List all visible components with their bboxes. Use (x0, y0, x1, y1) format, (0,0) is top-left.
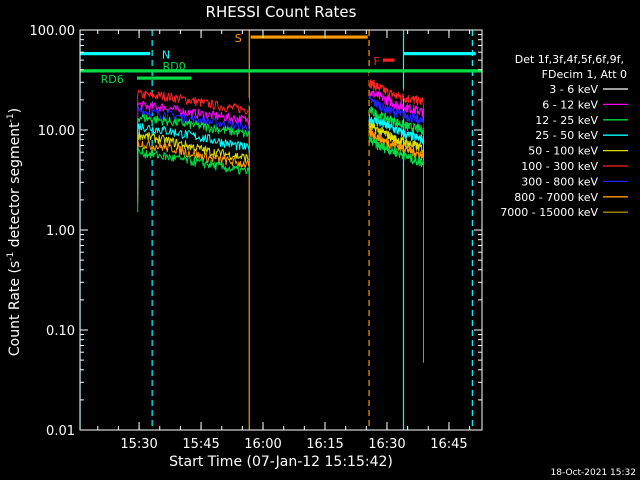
flag-label-rd0: RD0 (163, 60, 186, 73)
plot-frame (79, 29, 483, 431)
series-line-6-1 (368, 121, 424, 349)
legend-label: 25 - 50 keV (535, 129, 598, 142)
legend-decimation: FDecim 1, Att 0 (542, 68, 627, 81)
legend-label: 6 - 12 keV (542, 98, 598, 111)
series-line-4-0 (137, 113, 250, 178)
y-tick-label: 0.10 (46, 324, 75, 339)
x-tick-label: 15:30 (120, 437, 157, 452)
flag-label-n: N (162, 49, 170, 62)
flag-label-s: S (235, 32, 242, 45)
series-line-8-0 (137, 147, 250, 213)
series-line-0-0 (137, 85, 250, 161)
chart-title: RHESSI Count Rates (206, 3, 357, 21)
legend-label: 300 - 800 keV (521, 175, 598, 188)
y-tick-label: 0.01 (46, 424, 75, 439)
x-tick-label: 16:30 (368, 437, 405, 452)
legend-label: 3 - 6 keV (549, 83, 598, 96)
series-line-2-0 (137, 100, 250, 165)
series-line-8-1 (368, 135, 424, 363)
series-line-7-0 (137, 138, 250, 203)
legend: Det 1f,3f,4f,5f,6f,9f, FDecim 1, Att 0 3… (500, 53, 628, 219)
legend-label: 7000 - 15000 keV (500, 206, 598, 219)
y-tick-label: 100.00 (30, 24, 76, 39)
y-tick-label: 1.00 (46, 224, 75, 239)
series-line-1-1 (368, 79, 424, 303)
x-tick-label: 15:45 (182, 437, 219, 452)
series-line-7-1 (368, 127, 424, 356)
flag-label-f: F (373, 55, 379, 68)
series-line-2-1 (368, 90, 424, 313)
plot-area: N S F RD0 RD6 (80, 30, 482, 430)
series-line-1-0 (137, 89, 250, 154)
series-line-5-1 (368, 114, 424, 340)
legend-detectors: Det 1f,3f,4f,5f,6f,9f, (515, 53, 624, 66)
series-line-5-0 (137, 123, 250, 187)
x-tick-label: 16:00 (244, 437, 281, 452)
x-tick-label: 16:15 (306, 437, 343, 452)
timestamp: 18-Oct-2021 15:32 (551, 468, 636, 478)
legend-label: 100 - 300 keV (521, 160, 598, 173)
legend-label: 50 - 100 keV (528, 145, 598, 158)
series-line-6-0 (137, 131, 250, 195)
series-line-3-0 (137, 106, 250, 170)
series-line-3-1 (368, 95, 424, 323)
legend-label: 800 - 7000 keV (514, 191, 598, 204)
series-line-4-1 (368, 106, 424, 330)
flag-label-rd6: RD6 (101, 73, 124, 86)
y-tick-label: 10.00 (38, 124, 75, 139)
legend-label: 12 - 25 keV (535, 114, 598, 127)
y-axis-title: Count Rate (s-1 detector segment-1) (6, 108, 23, 356)
x-tick-label: 16:45 (430, 437, 467, 452)
x-axis-title: Start Time (07-Jan-12 15:15:42) (169, 454, 393, 470)
